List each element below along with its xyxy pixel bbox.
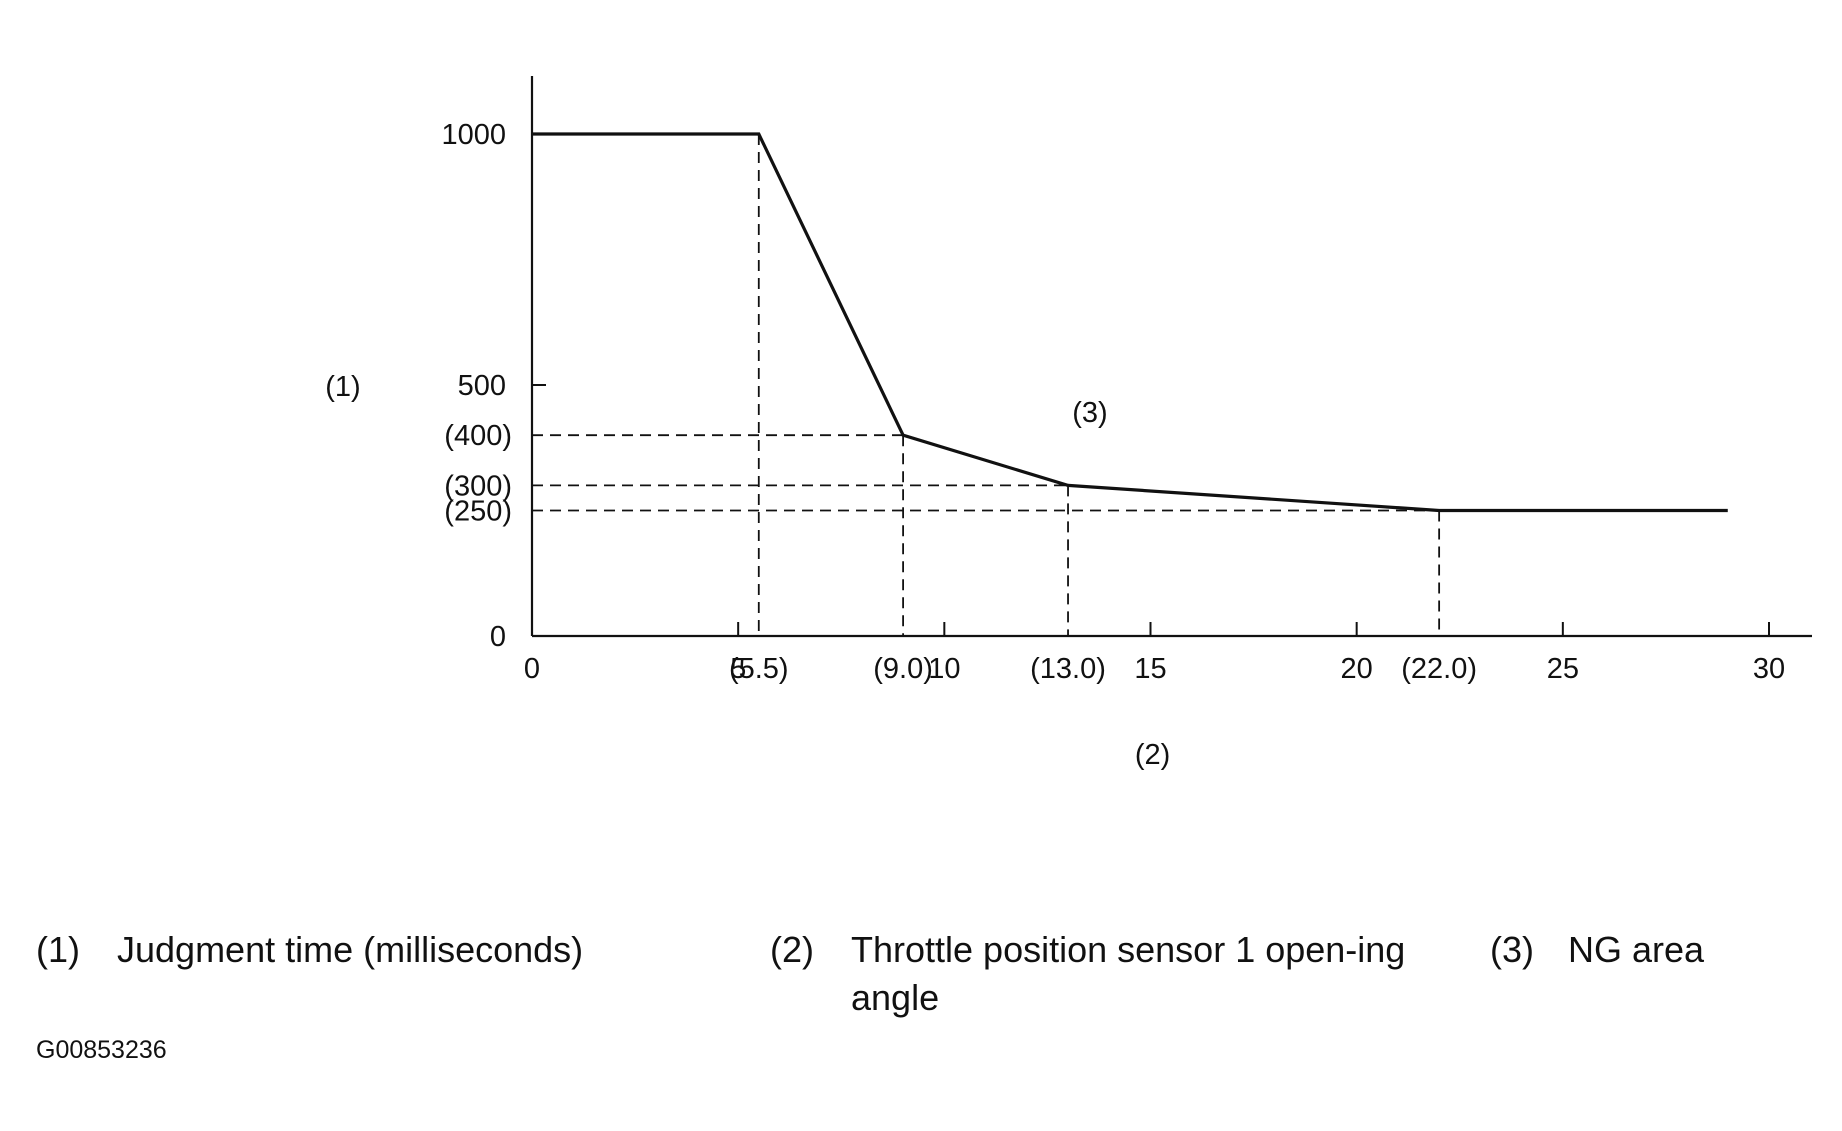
y-tick-label-0: 0 <box>490 621 506 653</box>
y-tick-label-500: 500 <box>458 370 506 402</box>
series-line <box>532 132 1728 513</box>
legend-item-1-number: (1) <box>36 929 80 970</box>
y-axis-label: (1) <box>325 371 360 403</box>
legend-item-2-text: Throttle position sensor 1 open-ing angl… <box>851 929 1406 1018</box>
axis-labels: 0 500 1000 0 5 10 15 20 25 30 (5.5) (9.0) (13.0) (22.… <box>325 119 1785 771</box>
series <box>532 132 1728 513</box>
region-label: (3) <box>1072 397 1107 429</box>
y-marker-label-250: (250) <box>444 496 512 528</box>
legend-item-3-text: NG area <box>1568 929 1705 970</box>
x-axis-label: (2) <box>1135 739 1170 771</box>
y-marker-label-300: (300) <box>444 470 512 502</box>
x-tick-label-25: 25 <box>1547 653 1579 685</box>
x-marker-label-5.5: (5.5) <box>729 653 789 685</box>
x-marker-label-9: (9.0) <box>873 653 933 685</box>
x-tick-label-30: 30 <box>1753 653 1785 685</box>
axes <box>530 76 1812 638</box>
x-tick-label-10: 10 <box>928 653 960 685</box>
x-marker-label-22: (22.0) <box>1401 653 1477 685</box>
figure-code: G00853236 <box>36 1036 167 1064</box>
x-tick-label-5: 5 <box>730 653 746 685</box>
legend-item-3-number: (3) <box>1490 929 1534 970</box>
y-marker-label-400: (400) <box>444 420 512 452</box>
legend-item-2-number: (2) <box>770 929 814 970</box>
x-marker-label-13: (13.0) <box>1030 653 1106 685</box>
x-tick-label-20: 20 <box>1341 653 1373 685</box>
x-tick-label-0: 0 <box>524 653 540 685</box>
x-tick-label-15: 15 <box>1134 653 1166 685</box>
y-tick-label-1000: 1000 <box>441 119 506 151</box>
guide-lines <box>532 134 1441 636</box>
legend-item-1-text: Judgment time (milliseconds) <box>117 929 584 970</box>
